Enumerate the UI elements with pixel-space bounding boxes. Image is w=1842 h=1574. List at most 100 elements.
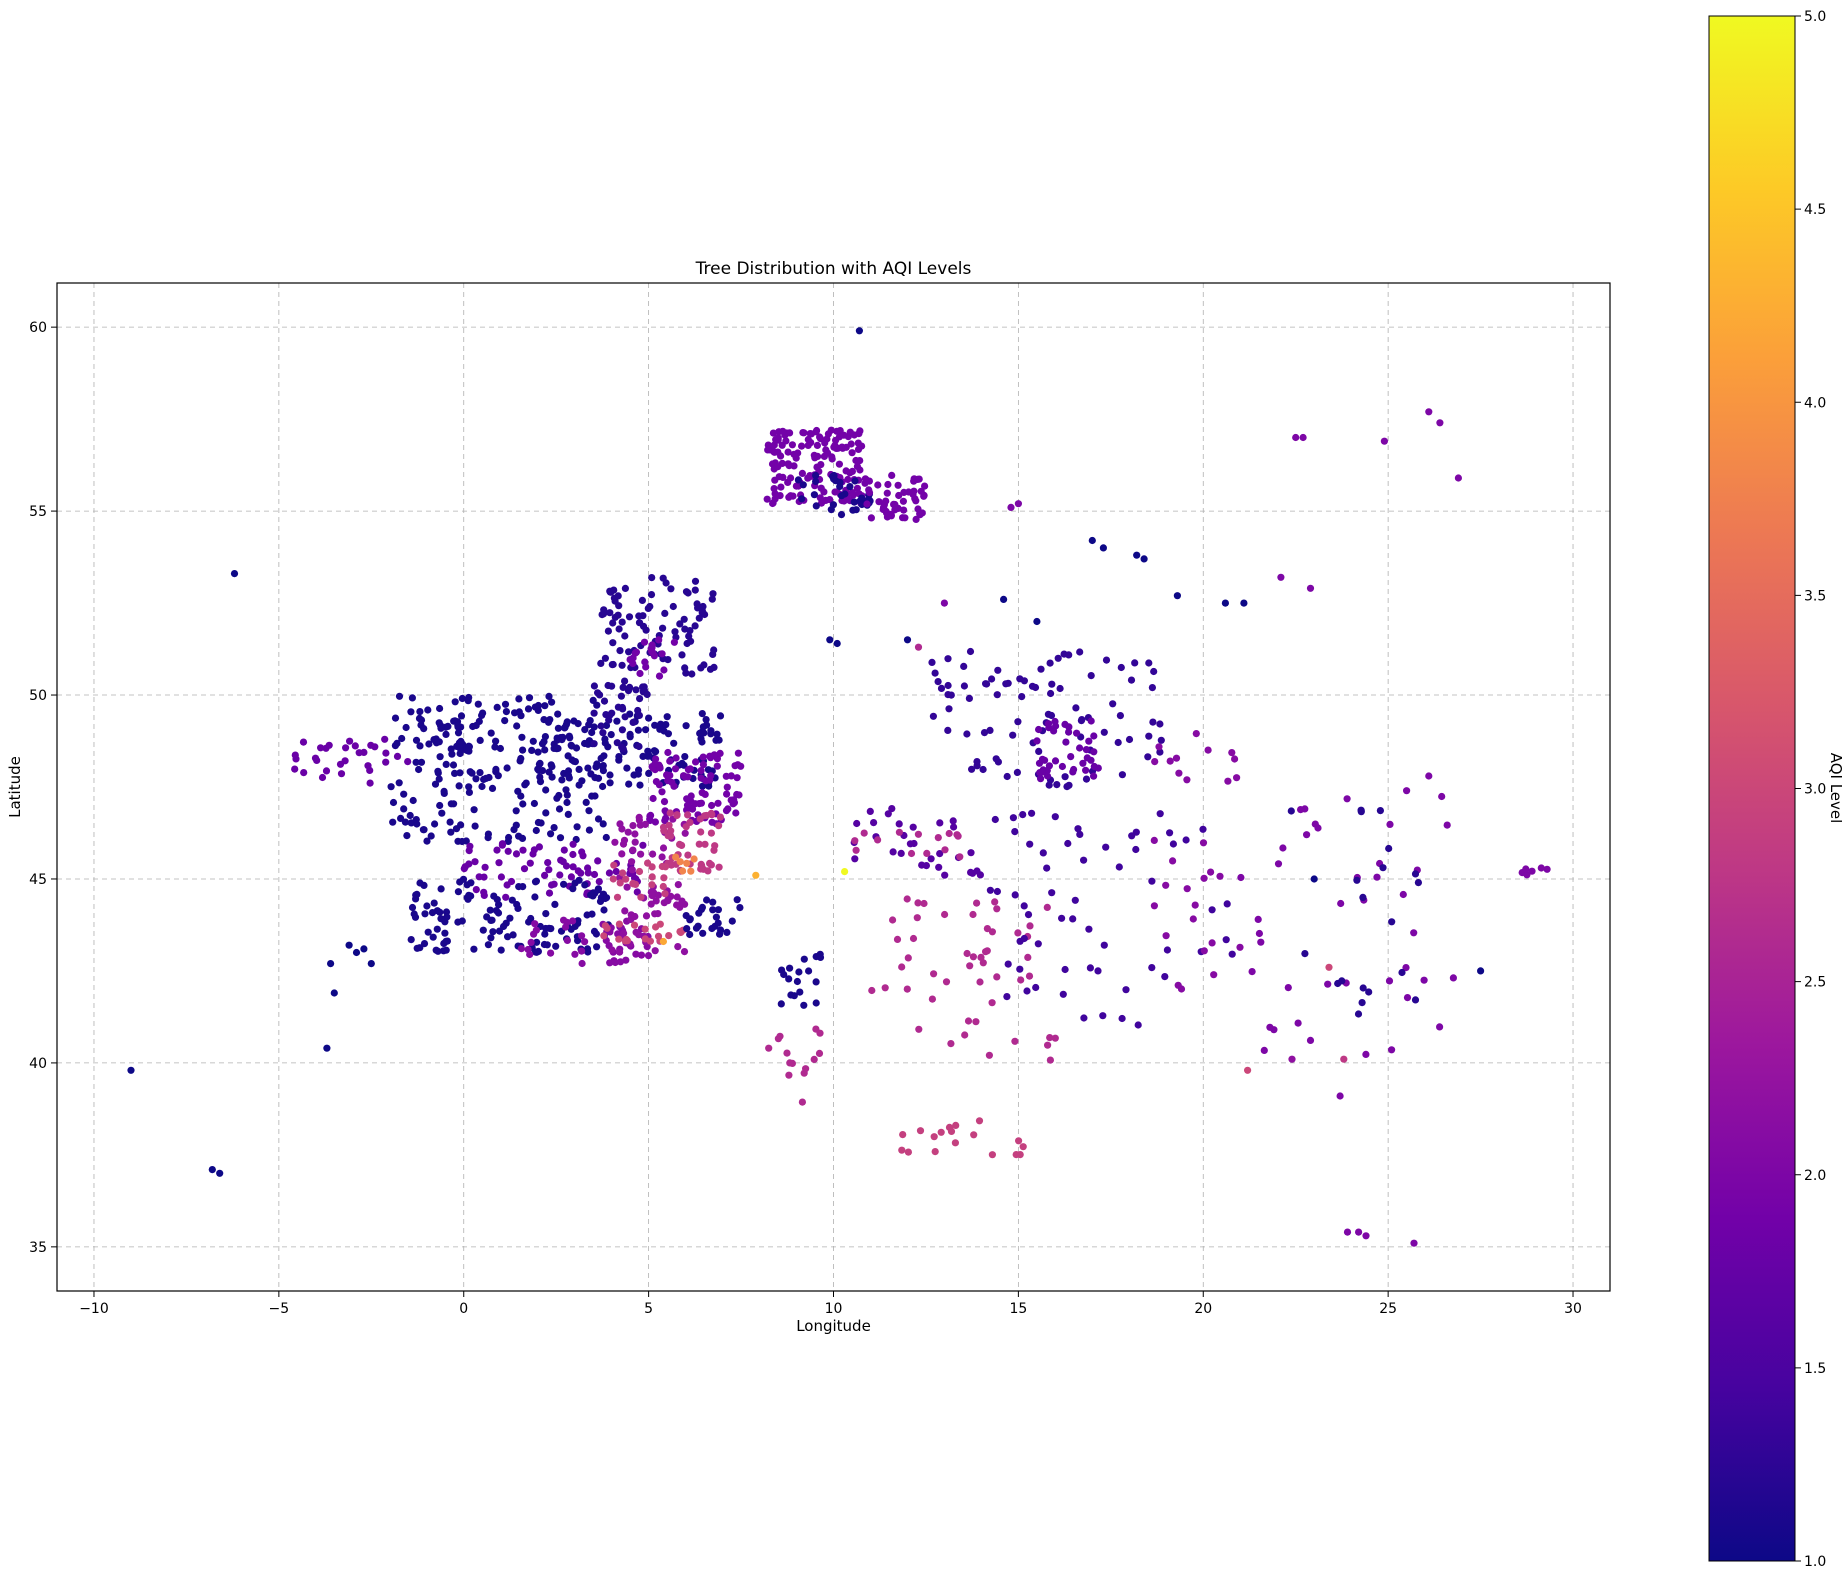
scatter-point — [1007, 503, 1015, 511]
scatter-point — [914, 643, 923, 651]
scatter-point — [615, 602, 623, 610]
scatter-point — [1402, 964, 1410, 972]
scatter-point — [513, 900, 521, 909]
scatter-point — [1183, 776, 1191, 784]
scatter-point — [777, 1000, 785, 1008]
scatter-point — [788, 441, 797, 449]
scatter-point — [851, 855, 859, 863]
scatter-point — [813, 441, 822, 449]
scatter-point — [581, 739, 589, 748]
scatter-point — [866, 807, 874, 816]
scatter-point — [960, 682, 969, 690]
scatter-point — [1038, 768, 1047, 776]
scatter-point — [631, 912, 639, 921]
scatter-point — [891, 506, 899, 514]
scatter-point — [575, 781, 583, 789]
scatter-point — [733, 896, 741, 904]
scatter-point — [660, 798, 669, 806]
scatter-point — [1056, 684, 1064, 693]
scatter-point — [715, 736, 723, 744]
scatter-point — [678, 897, 686, 905]
scatter-point — [1069, 768, 1077, 776]
scatter-point — [486, 906, 494, 914]
scatter-point — [494, 772, 502, 780]
scatter-point — [567, 925, 575, 933]
scatter-point — [545, 889, 554, 897]
scatter-point — [641, 658, 649, 666]
scatter-point — [835, 460, 844, 468]
scatter-point — [556, 871, 564, 879]
scatter-point — [626, 656, 634, 664]
x-tick-label: −10 — [79, 1301, 109, 1317]
scatter-point — [1522, 865, 1530, 873]
scatter-point — [1376, 807, 1384, 815]
scatter-point — [1182, 836, 1190, 844]
scatter-point — [563, 936, 572, 945]
scatter-point — [707, 727, 715, 735]
scatter-point — [889, 916, 897, 924]
scatter-point — [460, 865, 468, 873]
scatter-point — [433, 925, 441, 933]
scatter-point — [621, 677, 629, 685]
scatter-point — [1032, 983, 1040, 992]
scatter-point — [542, 786, 550, 794]
scatter-point — [574, 720, 582, 728]
scatter-point — [986, 886, 995, 894]
scatter-point — [548, 763, 556, 771]
scatter-point — [485, 773, 493, 782]
scatter-point — [1117, 663, 1125, 672]
scatter-point — [816, 435, 825, 443]
scatter-point — [594, 857, 602, 865]
scatter-point — [923, 849, 931, 858]
scatter-point — [816, 953, 825, 962]
scatter-point — [1132, 828, 1140, 836]
scatter-point — [1046, 1034, 1054, 1042]
scatter-point — [666, 757, 674, 765]
scatter-point — [937, 1128, 945, 1136]
scatter-point — [830, 475, 838, 483]
scatter-point — [416, 879, 424, 887]
scatter-point — [1183, 885, 1191, 893]
scatter-point — [1014, 929, 1022, 937]
scatter-point — [1324, 980, 1332, 988]
scatter-point — [1255, 929, 1263, 938]
scatter-point — [846, 428, 854, 436]
scatter-point — [1043, 903, 1051, 912]
scatter-point — [607, 588, 615, 596]
scatter-point — [504, 837, 512, 846]
scatter-point — [965, 694, 974, 703]
scatter-point — [697, 828, 705, 836]
scatter-point — [1528, 867, 1536, 875]
scatter-point — [856, 427, 864, 435]
scatter-point — [883, 489, 891, 497]
scatter-point — [979, 765, 987, 774]
scatter-point — [941, 846, 949, 854]
scatter-point — [582, 798, 590, 807]
scatter-point — [1048, 680, 1056, 688]
scatter-point — [985, 1051, 994, 1059]
scatter-point — [1161, 973, 1169, 981]
scatter-point — [519, 746, 527, 754]
scatter-point — [1288, 1055, 1296, 1063]
scatter-point — [688, 670, 696, 678]
scatter-point — [398, 734, 406, 743]
scatter-point — [619, 869, 627, 877]
scatter-point — [840, 431, 848, 439]
scatter-point — [774, 1035, 783, 1043]
scatter-point — [1012, 1151, 1020, 1159]
scatter-point — [515, 883, 523, 891]
scatter-point — [969, 953, 978, 961]
scatter-point — [660, 874, 668, 882]
scatter-point — [680, 948, 689, 956]
scatter-point — [724, 805, 732, 813]
scatter-point — [682, 588, 691, 596]
scatter-point — [538, 767, 547, 775]
scatter-point — [1436, 1023, 1444, 1031]
scatter-point — [424, 706, 432, 714]
scatter-point — [1026, 922, 1034, 930]
scatter-point — [656, 920, 664, 928]
scatter-point — [1045, 781, 1053, 789]
scatter-point — [638, 596, 647, 605]
scatter-point — [708, 818, 716, 826]
scatter-point — [562, 923, 570, 931]
